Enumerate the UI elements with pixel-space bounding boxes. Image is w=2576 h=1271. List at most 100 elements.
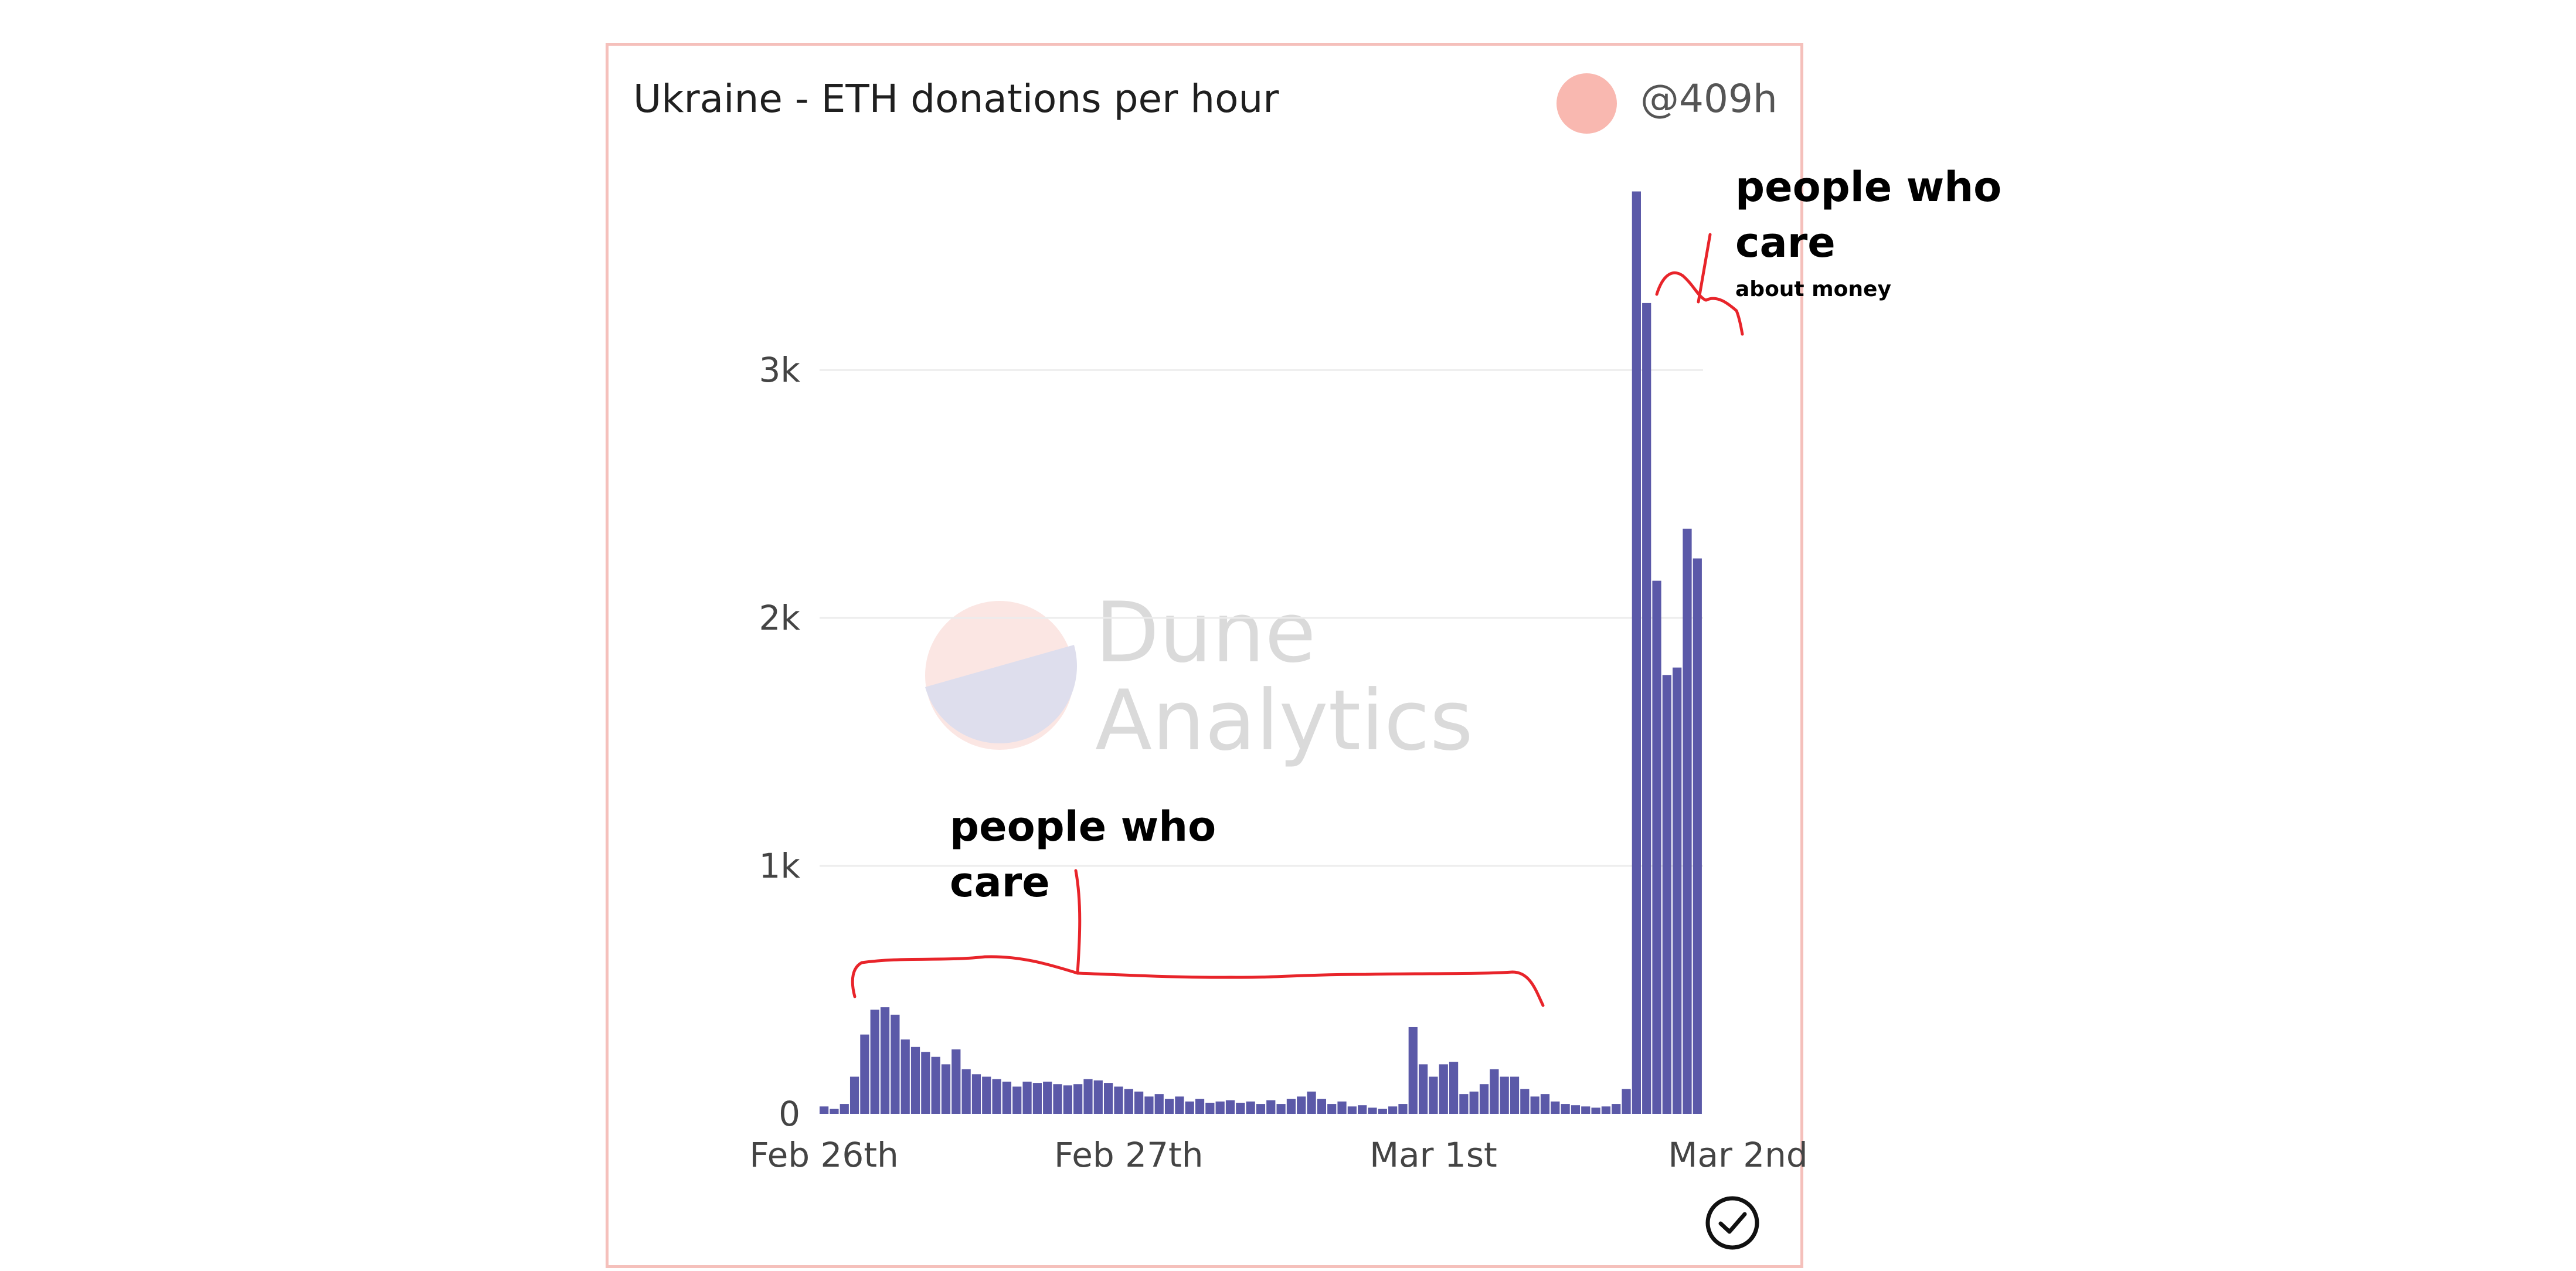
bar[interactable] [1032, 1083, 1042, 1114]
bar[interactable] [1388, 1106, 1398, 1114]
bar[interactable] [1368, 1107, 1377, 1114]
bar[interactable] [1439, 1064, 1448, 1114]
bar[interactable] [1266, 1100, 1276, 1114]
bar[interactable] [1276, 1104, 1286, 1114]
x-axis-ticks: Feb 26th Feb 27th Mar 1st Mar 2nd [749, 1135, 1807, 1175]
bar[interactable] [1195, 1099, 1205, 1114]
bar[interactable] [1286, 1099, 1296, 1114]
bar[interactable] [1459, 1094, 1469, 1114]
bar[interactable] [1337, 1101, 1347, 1114]
bar[interactable] [1002, 1082, 1012, 1114]
bar[interactable] [941, 1064, 951, 1114]
annotation-top: people who care [1735, 163, 2002, 267]
author-handle[interactable]: @409h [1640, 76, 1778, 121]
bar[interactable] [1632, 191, 1641, 1114]
bar[interactable] [1154, 1094, 1164, 1114]
dune-logo-icon [925, 601, 1078, 750]
bar[interactable] [982, 1076, 991, 1114]
bar[interactable] [1601, 1106, 1611, 1114]
check-circle-icon[interactable] [1704, 1194, 1761, 1252]
y-tick-label: 2k [759, 598, 801, 638]
bar[interactable] [1053, 1084, 1062, 1114]
chart-title: Ukraine - ETH donations per hour [633, 76, 1279, 121]
bar[interactable] [1622, 1089, 1631, 1114]
bar[interactable] [1144, 1096, 1154, 1114]
bar[interactable] [971, 1074, 981, 1114]
bar[interactable] [1683, 528, 1692, 1114]
bar[interactable] [849, 1076, 859, 1114]
bar[interactable] [1398, 1104, 1408, 1114]
bar[interactable] [880, 1007, 890, 1114]
bar[interactable] [870, 1010, 879, 1114]
bar[interactable] [921, 1052, 930, 1114]
bar[interactable] [1236, 1102, 1245, 1114]
bar[interactable] [1418, 1064, 1428, 1114]
bar[interactable] [1073, 1084, 1083, 1114]
bar[interactable] [951, 1049, 961, 1114]
bar[interactable] [1225, 1100, 1235, 1114]
bar[interactable] [1429, 1076, 1438, 1114]
bar[interactable] [1012, 1086, 1022, 1114]
bar[interactable] [1571, 1105, 1581, 1114]
bar[interactable] [992, 1079, 1001, 1114]
bar[interactable] [1652, 580, 1661, 1114]
bar[interactable] [1205, 1102, 1215, 1114]
bar[interactable] [1134, 1091, 1144, 1114]
author-avatar[interactable] [1557, 73, 1617, 134]
bar[interactable] [1673, 667, 1682, 1114]
bar[interactable] [830, 1109, 839, 1114]
bar[interactable] [1327, 1104, 1337, 1114]
bar[interactable] [1022, 1082, 1032, 1114]
bar[interactable] [1469, 1091, 1479, 1114]
bar[interactable] [1520, 1089, 1530, 1114]
bar[interactable] [1307, 1091, 1316, 1114]
bar[interactable] [1510, 1076, 1520, 1114]
bar[interactable] [1043, 1082, 1052, 1114]
bar[interactable] [961, 1069, 971, 1114]
bar[interactable] [1175, 1096, 1184, 1114]
bar[interactable] [1215, 1101, 1225, 1114]
bar[interactable] [1246, 1101, 1255, 1114]
bar[interactable] [1479, 1084, 1489, 1114]
bar[interactable] [1449, 1062, 1459, 1114]
bar[interactable] [1164, 1099, 1174, 1114]
bar[interactable] [1063, 1085, 1072, 1114]
bar[interactable] [1083, 1079, 1093, 1114]
annotation-top-sub: about money [1735, 277, 1891, 301]
bar[interactable] [1591, 1107, 1600, 1114]
bar[interactable] [1104, 1083, 1113, 1114]
bar[interactable] [1490, 1069, 1499, 1114]
bar[interactable] [1612, 1104, 1621, 1114]
bar[interactable] [840, 1104, 849, 1114]
bar[interactable] [1408, 1027, 1418, 1114]
y-axis-ticks: 0 1k 2k 3k [759, 350, 801, 1134]
bar[interactable] [1185, 1101, 1194, 1114]
bar[interactable] [1642, 303, 1651, 1114]
bar[interactable] [1317, 1099, 1327, 1114]
bar[interactable] [910, 1046, 920, 1114]
bar[interactable] [1093, 1080, 1103, 1114]
bar[interactable] [1124, 1089, 1133, 1114]
bar[interactable] [1540, 1094, 1550, 1114]
bar[interactable] [931, 1056, 940, 1114]
bar[interactable] [1256, 1104, 1266, 1114]
bar[interactable] [1530, 1096, 1540, 1114]
bar[interactable] [1561, 1104, 1570, 1114]
bar[interactable] [820, 1106, 829, 1114]
bar[interactable] [1581, 1106, 1591, 1114]
bar[interactable] [900, 1039, 910, 1114]
bar[interactable] [1500, 1076, 1509, 1114]
chart-card: Ukraine - ETH donations per hour @409h [606, 43, 1803, 1268]
bar[interactable] [1551, 1101, 1560, 1114]
bar[interactable] [860, 1034, 869, 1114]
bar[interactable] [1358, 1105, 1367, 1114]
bar[interactable] [1347, 1106, 1357, 1114]
bar[interactable] [891, 1014, 900, 1114]
bar[interactable] [1662, 675, 1671, 1114]
bar[interactable] [1114, 1086, 1123, 1114]
bar[interactable] [1378, 1109, 1387, 1114]
bar[interactable] [1297, 1096, 1306, 1114]
x-tick-label: Feb 27th [1054, 1135, 1203, 1175]
bar[interactable] [1693, 558, 1702, 1114]
